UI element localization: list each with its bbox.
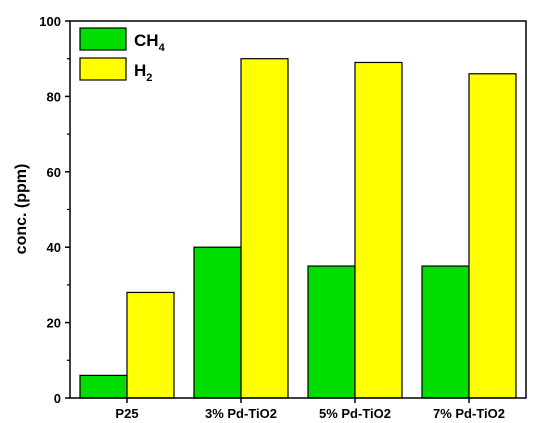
legend-label-ch4: CH4 <box>134 31 166 54</box>
y-tick-label: 0 <box>54 391 61 406</box>
bars-group <box>79 58 517 399</box>
bar-h2-1 <box>126 291 175 399</box>
legend-swatch-h2 <box>79 57 127 81</box>
bar-ch4-4 <box>421 265 470 399</box>
y-tick-label: 80 <box>47 89 61 104</box>
legend-label-h2: H2 <box>134 61 152 84</box>
y-tick-label: 40 <box>47 240 61 255</box>
bar-ch4-2 <box>193 246 242 399</box>
bar-h2-4 <box>468 73 517 399</box>
y-tick-label: 20 <box>47 316 61 331</box>
bar-ch4-1 <box>79 374 128 399</box>
bar-h2-3 <box>354 61 403 399</box>
y-tick-label: 100 <box>39 14 61 29</box>
legend-swatch-ch4 <box>79 27 127 51</box>
bar-h2-2 <box>240 58 289 399</box>
y-axis-title: conc. (ppm) <box>13 164 30 255</box>
x-tick-label: 5% Pd-TiO2 <box>319 406 391 421</box>
x-tick-label: 7% Pd-TiO2 <box>433 406 505 421</box>
bar-ch4-3 <box>307 265 356 399</box>
x-tick-label: P25 <box>115 406 138 421</box>
axes-group: 0 20 40 60 80 100 P25 3% Pd-TiO2 5% Pd-TiO2 7% Pd… <box>39 14 527 421</box>
y-tick-label: 60 <box>47 165 61 180</box>
x-tick-label: 3% Pd-TiO2 <box>205 406 277 421</box>
